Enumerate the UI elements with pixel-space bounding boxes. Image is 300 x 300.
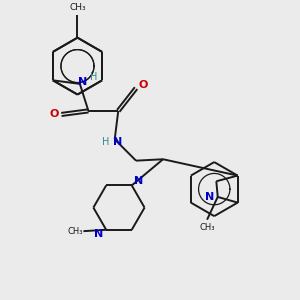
- Text: H: H: [90, 72, 98, 82]
- Text: N: N: [113, 137, 122, 147]
- Text: CH₃: CH₃: [68, 227, 83, 236]
- Text: CH₃: CH₃: [199, 223, 215, 232]
- Text: N: N: [78, 77, 87, 87]
- Text: O: O: [139, 80, 148, 90]
- Text: N: N: [134, 176, 143, 186]
- Text: CH₃: CH₃: [69, 3, 86, 12]
- Text: N: N: [94, 229, 104, 239]
- Text: O: O: [50, 109, 59, 119]
- Text: H: H: [102, 137, 109, 147]
- Text: N: N: [205, 192, 214, 202]
